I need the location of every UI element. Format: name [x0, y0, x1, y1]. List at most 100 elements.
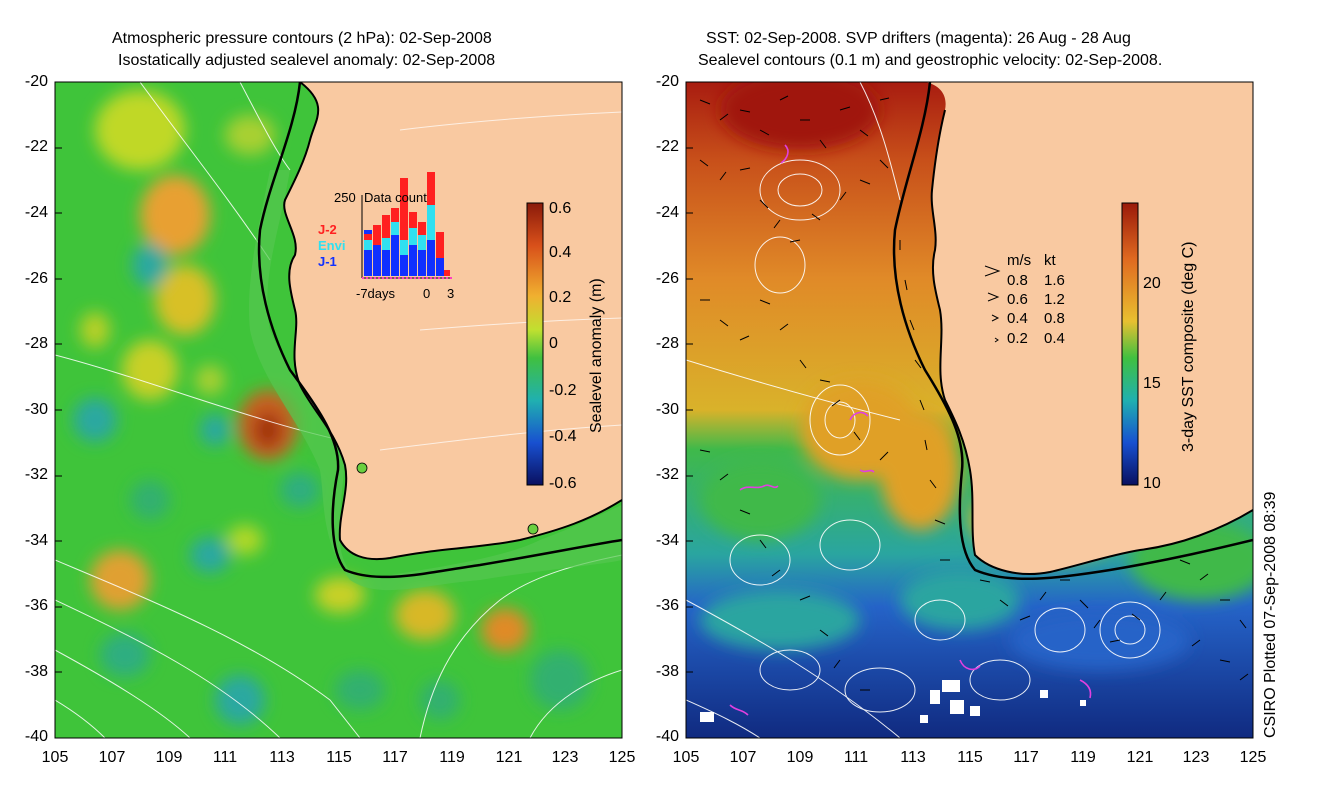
y-tick: -32 [655, 466, 679, 483]
x-tick: 125 [608, 749, 636, 766]
inset-legend-j2: J-2 [318, 222, 337, 237]
velocity-legend-kt: 1.2 [1044, 291, 1065, 308]
velocity-legend-header-kt: kt [1044, 252, 1056, 269]
colorbar-tick: 0.4 [549, 244, 572, 261]
x-tick: 121 [1126, 749, 1154, 766]
y-tick: -34 [24, 532, 48, 549]
velocity-legend-ms: 0.4 [1007, 310, 1028, 327]
inset-x-zero: 0 [423, 286, 431, 301]
y-tick: -24 [655, 204, 679, 221]
cloud-gaps [700, 680, 1086, 723]
sst-map [686, 82, 1253, 738]
x-tick: 107 [729, 749, 757, 766]
y-tick: -34 [655, 532, 679, 549]
x-tick: 115 [957, 749, 983, 766]
x-tick: 117 [382, 749, 408, 766]
colorbar-tick: 0.2 [549, 289, 572, 306]
x-tick: 105 [672, 749, 700, 766]
y-tick: -40 [24, 728, 48, 745]
inset-max-label: 250 [334, 190, 356, 205]
x-tick: 113 [269, 749, 295, 766]
x-tick: 109 [155, 749, 183, 766]
sla-colorbar [526, 202, 544, 486]
shelf-band [249, 170, 622, 591]
x-tick: 119 [1070, 749, 1096, 766]
x-tick: 117 [1013, 749, 1039, 766]
velocity-legend-kt: 0.4 [1044, 330, 1065, 347]
colorbar-tick: -0.4 [549, 428, 577, 445]
isobath [257, 82, 622, 579]
velocity-legend-kt: 0.8 [1044, 310, 1065, 327]
coastline-right [930, 109, 1253, 575]
colorbar-tick: 0.6 [549, 200, 572, 217]
y-tick: -36 [24, 597, 48, 614]
y-tick: -26 [655, 270, 679, 287]
x-tick: 105 [41, 749, 69, 766]
y-tick: -36 [655, 597, 679, 614]
colorbar-tick: 20 [1143, 275, 1161, 292]
y-tick: -22 [655, 138, 679, 155]
colorbar-tick: 0 [549, 335, 558, 352]
plot-credit: CSIRO Plotted 07-Sep-2008 08:39 [1262, 491, 1279, 738]
x-tick: 109 [786, 749, 814, 766]
y-tick: -38 [24, 663, 48, 680]
velocity-legend-kt: 1.6 [1044, 272, 1065, 289]
y-tick: -26 [24, 270, 48, 287]
velocity-legend-ms: 0.6 [1007, 291, 1028, 308]
velocity-legend-header-ms: m/s [1007, 252, 1032, 269]
sealevel-contours [686, 82, 1161, 738]
x-tick: 113 [900, 749, 926, 766]
colorbar-tick: -0.2 [549, 382, 577, 399]
y-tick: -28 [655, 335, 679, 352]
y-tick: -24 [24, 204, 48, 221]
velocity-legend-ms: 0.8 [1007, 272, 1028, 289]
colorbar-tick: 10 [1143, 475, 1161, 492]
y-tick: -40 [655, 728, 679, 745]
left-axis-ticks [55, 81, 62, 739]
inset-legend-j1: J-1 [318, 254, 337, 269]
land-mass-right [925, 82, 1253, 575]
y-tick: -32 [24, 466, 48, 483]
y-tick: -20 [24, 73, 48, 90]
sla-colorbar-label: Sealevel anomaly (m) [588, 278, 605, 433]
x-tick: 121 [495, 749, 523, 766]
y-tick: -30 [24, 401, 48, 418]
data-count-inset [361, 172, 452, 279]
inset-legend-envi: Envi [318, 238, 346, 253]
colorbar-tick: 15 [1143, 375, 1161, 392]
tide-gauge-marker [527, 523, 539, 535]
velocity-legend-ms: 0.2 [1007, 330, 1028, 347]
tide-gauge-marker [356, 462, 368, 474]
velocity-legend-arrows [984, 265, 1001, 343]
x-tick: 111 [212, 749, 238, 766]
right-title-line1: SST: 02-Sep-2008. SVP drifters (magenta)… [706, 30, 1131, 47]
y-tick: -22 [24, 138, 48, 155]
sst-colorbar [1121, 202, 1139, 486]
isobath-right [892, 82, 1253, 581]
sla-blobs [73, 90, 590, 725]
x-tick: 107 [98, 749, 126, 766]
y-tick: -20 [655, 73, 679, 90]
left-title-line1: Atmospheric pressure contours (2 hPa): 0… [112, 30, 492, 47]
inset-x-start: -7days [356, 286, 396, 301]
left-title-line2: Isostatically adjusted sealevel anomaly:… [118, 52, 496, 69]
x-tick: 125 [1239, 749, 1267, 766]
sst-colorbar-label: 3-day SST composite (deg C) [1180, 241, 1197, 452]
y-tick: -28 [24, 335, 48, 352]
x-tick: 123 [1182, 749, 1210, 766]
x-tick: 115 [326, 749, 352, 766]
inset-x-end: 3 [447, 286, 455, 301]
velocity-arrows [699, 95, 1249, 691]
x-tick: 119 [439, 749, 465, 766]
y-tick: -30 [655, 401, 679, 418]
right-title-line2: Sealevel contours (0.1 m) and geostrophi… [698, 52, 1163, 69]
svp-drifter-tracks [729, 144, 1092, 716]
coastline [283, 82, 622, 560]
y-tick: -38 [655, 663, 679, 680]
inset-title: Data count [364, 190, 427, 205]
x-tick: 111 [843, 749, 869, 766]
right-axis-ticks [686, 81, 693, 739]
x-tick: 123 [551, 749, 579, 766]
colorbar-tick: -0.6 [549, 475, 577, 492]
